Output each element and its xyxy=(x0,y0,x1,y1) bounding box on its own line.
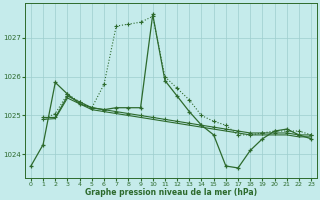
X-axis label: Graphe pression niveau de la mer (hPa): Graphe pression niveau de la mer (hPa) xyxy=(85,188,257,197)
